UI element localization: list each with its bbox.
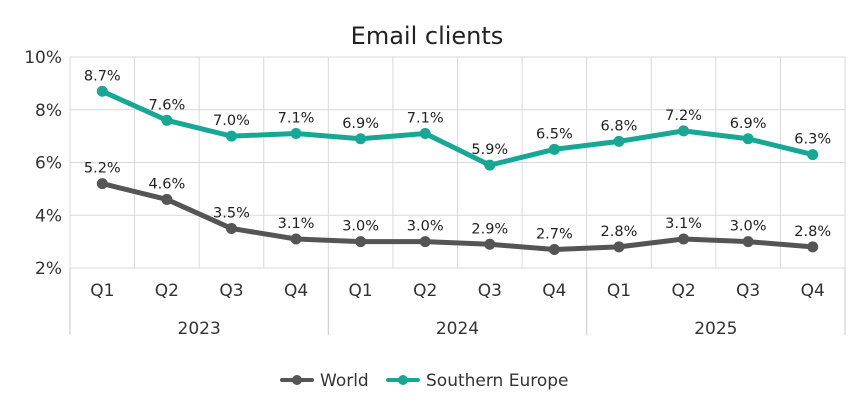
- data-label: 2.7%: [536, 227, 573, 243]
- data-point: [161, 193, 173, 205]
- y-tick-label: 4%: [35, 206, 62, 226]
- legend: World Southern Europe: [280, 371, 569, 391]
- legend-marker: [398, 375, 408, 385]
- series-line-1: [99, 88, 816, 168]
- data-point: [484, 159, 496, 171]
- data-point: [484, 238, 496, 250]
- data-label: 6.9%: [730, 116, 767, 132]
- data-label: 3.0%: [407, 219, 444, 235]
- data-point: [678, 125, 690, 137]
- data-label: 3.1%: [665, 216, 702, 232]
- data-label: 4.6%: [148, 176, 185, 192]
- data-label: 2.8%: [794, 224, 831, 240]
- data-label: 5.2%: [84, 161, 121, 177]
- data-point: [548, 143, 560, 155]
- y-tick-label: 6%: [35, 154, 62, 174]
- y-tick-label: 10%: [24, 48, 62, 68]
- data-point: [355, 133, 367, 145]
- data-point: [419, 127, 431, 139]
- data-point: [419, 236, 431, 248]
- legend-marker: [292, 375, 302, 385]
- group-label: 2025: [694, 319, 737, 339]
- data-label: 3.0%: [730, 219, 767, 235]
- data-label: 7.6%: [148, 97, 185, 113]
- data-point: [96, 178, 108, 190]
- data-label: 8.7%: [84, 68, 121, 84]
- data-label: 6.5%: [536, 126, 573, 142]
- data-point: [225, 222, 237, 234]
- data-point: [355, 236, 367, 248]
- series-line-0: [99, 181, 816, 253]
- data-point: [613, 135, 625, 147]
- data-label: 2.8%: [601, 224, 638, 240]
- y-tick-label: 2%: [35, 259, 62, 279]
- legend-label: World: [320, 371, 369, 391]
- axes: 2% 4% 6% 8% 10% Q1 Q2 Q3 Q4 Q1 Q2 Q3 Q4 Q1 Q2 Q3 Q4 2023 2…: [24, 48, 846, 339]
- data-label: 5.9%: [471, 142, 508, 158]
- data-label: 3.1%: [278, 216, 315, 232]
- series-lines: [96, 85, 819, 256]
- data-label: 6.3%: [794, 132, 831, 148]
- y-tick-label: 8%: [35, 101, 62, 121]
- data-point: [548, 244, 560, 256]
- data-point: [225, 130, 237, 142]
- x-tick-label: Q1: [349, 281, 373, 301]
- x-tick-label: Q1: [607, 281, 631, 301]
- data-point: [613, 241, 625, 253]
- legend-label: Southern Europe: [426, 371, 569, 391]
- x-tick-label: Q3: [478, 281, 502, 301]
- data-label: 3.0%: [342, 219, 379, 235]
- x-tick-label: Q3: [736, 281, 760, 301]
- x-tick-label: Q2: [155, 281, 179, 301]
- group-label: 2023: [178, 319, 221, 339]
- data-label: 7.1%: [407, 110, 444, 126]
- x-tick-label: Q3: [219, 281, 243, 301]
- data-label: 7.0%: [213, 113, 250, 129]
- data-label: 6.8%: [601, 118, 638, 134]
- data-label: 7.1%: [278, 110, 315, 126]
- data-point: [290, 127, 302, 139]
- x-tick-label: Q2: [671, 281, 695, 301]
- data-point: [678, 233, 690, 245]
- data-point: [742, 133, 754, 145]
- data-label: 3.5%: [213, 205, 250, 221]
- data-label: 2.9%: [471, 221, 508, 237]
- data-labels: 5.2% 4.6% 3.5% 3.1% 3.0% 3.0% 2.9% 2.7% 2.8% 3.1%…: [84, 68, 831, 242]
- data-point: [96, 85, 108, 97]
- gridlines: [69, 56, 846, 269]
- data-label: 7.2%: [665, 108, 702, 124]
- group-label: 2024: [436, 319, 479, 339]
- data-point: [161, 114, 173, 126]
- x-tick-label: Q2: [413, 281, 437, 301]
- chart-title: Email clients: [351, 22, 504, 50]
- x-tick-label: Q1: [90, 281, 114, 301]
- data-label: 6.9%: [342, 116, 379, 132]
- x-tick-label: Q4: [801, 281, 825, 301]
- data-point: [807, 149, 819, 161]
- data-point: [290, 233, 302, 245]
- data-point: [742, 236, 754, 248]
- x-tick-label: Q4: [284, 281, 308, 301]
- x-tick-label: Q4: [542, 281, 566, 301]
- data-point: [807, 241, 819, 253]
